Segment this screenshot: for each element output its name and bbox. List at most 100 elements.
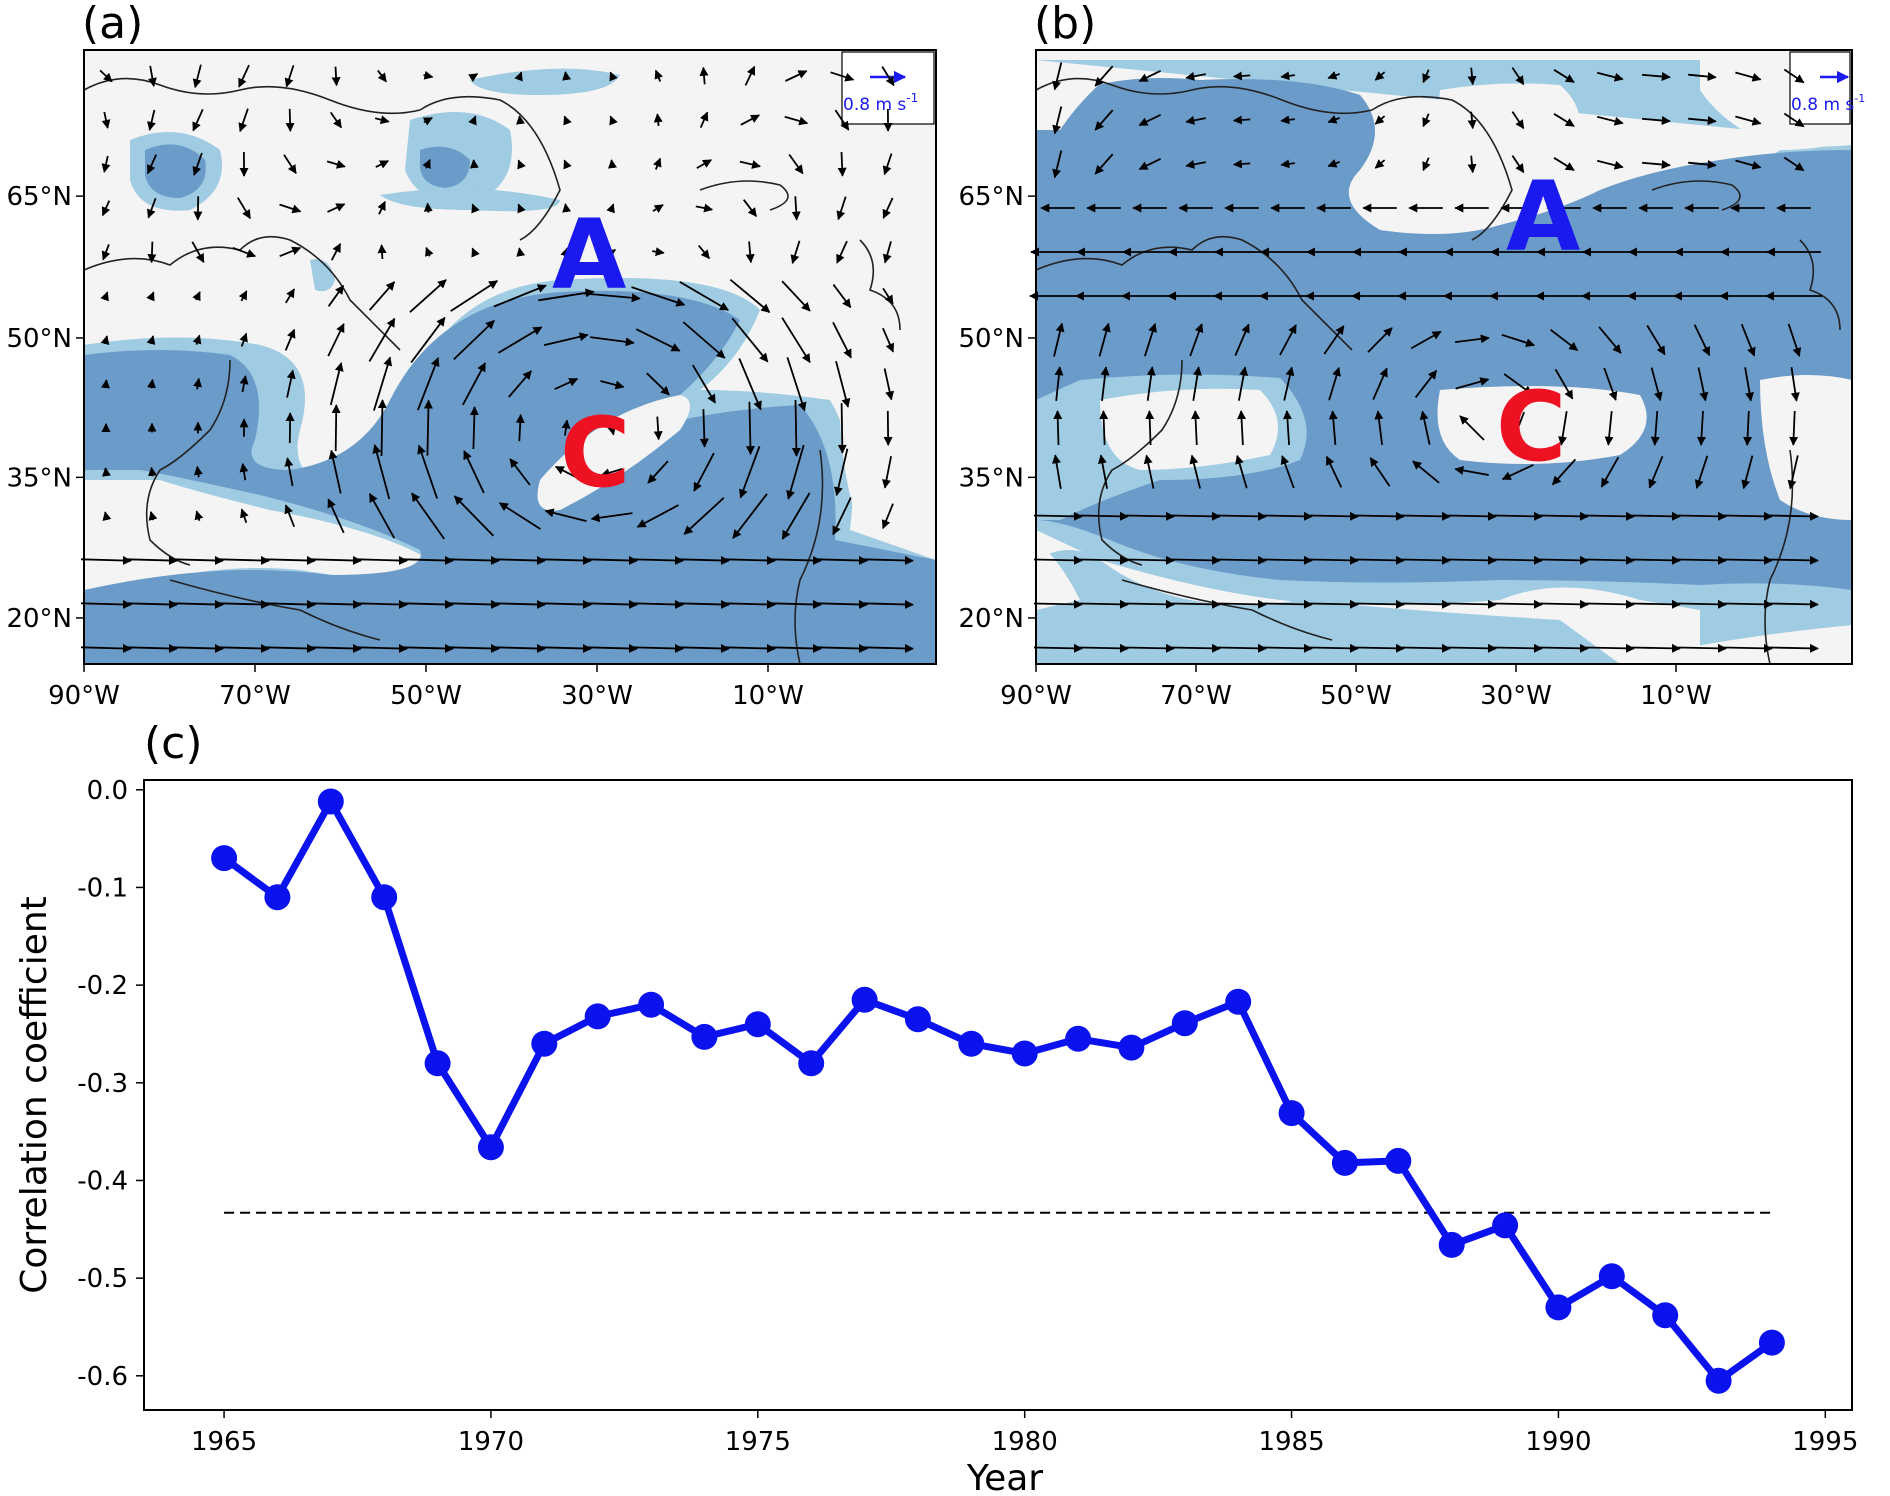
wind-arrow (423, 70, 434, 80)
wind-arrow (1677, 555, 1727, 565)
wind-arrow (1145, 410, 1155, 446)
wind-arrow (832, 497, 852, 536)
data-point (958, 1030, 985, 1057)
wind-arrow (1553, 113, 1575, 127)
data-point (1331, 1149, 1358, 1176)
wind-arrow (356, 555, 408, 565)
x-tick-label: 1980 (992, 1427, 1058, 1457)
wind-arrow (636, 504, 679, 528)
lon-tick-label: 10°W (1640, 681, 1712, 711)
wind-arrow (373, 356, 393, 411)
data-point (1225, 988, 1252, 1015)
wind-arrow (100, 291, 109, 302)
wind-arrow (1688, 116, 1717, 126)
wind-arrow (1447, 643, 1497, 653)
wind-arrow (1744, 367, 1754, 402)
wind-arrow (1467, 111, 1477, 130)
wind-arrow (516, 247, 526, 257)
wind-arrow (283, 154, 297, 175)
wind-arrow (100, 335, 110, 346)
wind-arrow (1234, 323, 1250, 356)
lat-tick-label: 50°N (958, 324, 1024, 354)
wind-arrow (1787, 455, 1799, 490)
wind-arrow (1052, 106, 1063, 135)
wind-arrow (882, 287, 894, 305)
wind-arrow (540, 643, 592, 653)
wind-arrow (1511, 155, 1525, 174)
x-tick-label: 1970 (458, 1427, 524, 1457)
wind-arrow (146, 291, 155, 302)
wind-arrow (770, 643, 822, 653)
wind-arrow (1171, 511, 1221, 521)
wind-arrow (402, 643, 454, 653)
wind-arrow (1539, 599, 1589, 609)
wind-arrow (1401, 643, 1451, 653)
data-point (211, 845, 238, 872)
wind-arrow (239, 375, 249, 393)
wind-arrow (608, 159, 617, 169)
wind-arrow (1696, 410, 1706, 446)
wind-arrow (1094, 153, 1114, 175)
wind-arrow (402, 599, 454, 609)
wind-arrow (1511, 67, 1525, 86)
wind-arrow (816, 599, 868, 609)
wind-arrow (329, 362, 344, 406)
lat-tick-label: 35°N (958, 463, 1024, 493)
wind-arrow (745, 401, 755, 456)
wind-arrow (1125, 555, 1175, 565)
wind-arrow (653, 157, 662, 170)
wind-arrow (1054, 366, 1064, 401)
wind-arrow (327, 203, 346, 213)
wind-arrow (218, 599, 270, 609)
lon-tick-label: 10°W (732, 681, 804, 711)
wind-arrow (99, 69, 113, 83)
wind-arrow (101, 200, 111, 217)
wind-arrow (1171, 643, 1221, 653)
wind-arrow (1650, 410, 1660, 446)
data-point (851, 986, 878, 1013)
wind-arrow (517, 159, 526, 170)
wind-arrow (837, 403, 847, 454)
lat-tick-label: 50°N (6, 324, 72, 354)
lat-tick-label: 65°N (958, 182, 1024, 212)
wind-arrow (148, 466, 157, 477)
wind-arrow (834, 109, 850, 131)
panel-label-c: (c) (144, 718, 203, 769)
wind-arrow (1052, 454, 1062, 489)
wind-arrow (632, 643, 684, 653)
wind-arrow (310, 643, 362, 653)
wind-arrow (368, 281, 396, 311)
wind-arrow (1033, 599, 1083, 609)
wind-arrow (1328, 366, 1341, 401)
wind-arrow (1374, 115, 1386, 125)
wind-arrow (310, 599, 362, 609)
wind-arrow (146, 335, 156, 346)
wind-arrow (1554, 368, 1574, 400)
wind-arrow (1447, 555, 1497, 565)
wind-arrow (632, 555, 684, 565)
wind-arrow (146, 197, 157, 219)
wind-arrow (698, 245, 710, 260)
wind-arrow (509, 458, 531, 486)
wind-arrow (377, 200, 386, 215)
map-b-ticks: 65°N 50°N 35°N 20°N 90°W 70°W 50°W 30°W 10°W (958, 182, 1711, 711)
wind-arrow (791, 196, 801, 221)
wind-arrow (1217, 643, 1267, 653)
scale-box-b (1789, 51, 1851, 125)
wind-arrow (652, 247, 665, 257)
wind-arrow (693, 452, 715, 492)
wind-arrow (147, 378, 156, 389)
wind-arrow (1697, 367, 1709, 402)
wind-arrow (1033, 511, 1083, 521)
wind-arrow (374, 115, 390, 125)
wind-arrow (1125, 643, 1175, 653)
wind-arrow (285, 288, 295, 304)
wind-arrow (586, 599, 638, 609)
wind-arrow (1079, 599, 1129, 609)
wind-arrow (696, 159, 712, 169)
low-center-label-a: C (560, 397, 630, 509)
wind-arrow (80, 599, 132, 609)
wind-arrow (102, 511, 112, 522)
wind-arrow (837, 152, 847, 177)
wind-arrow (1631, 511, 1681, 521)
